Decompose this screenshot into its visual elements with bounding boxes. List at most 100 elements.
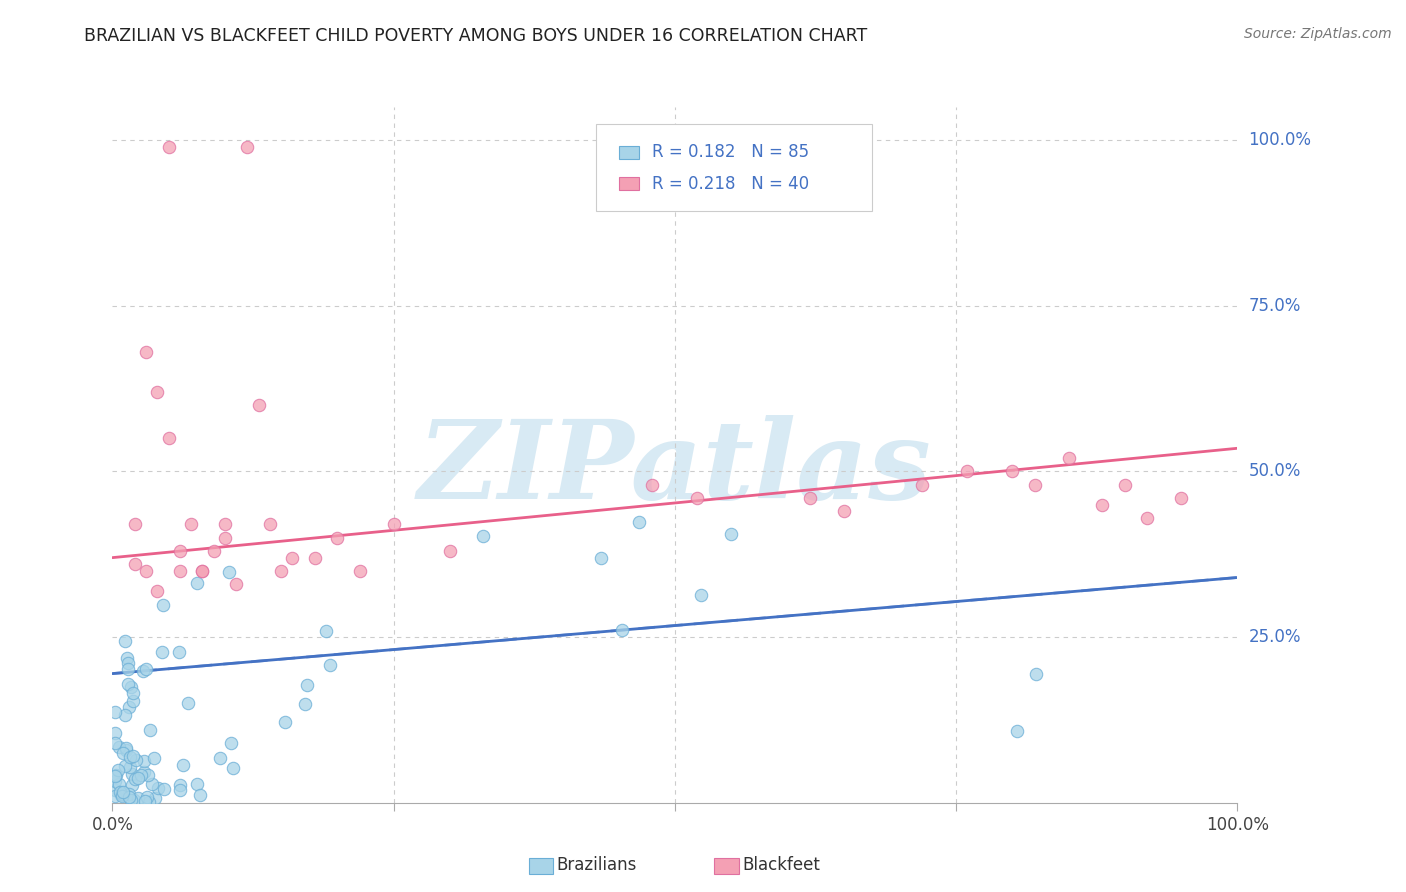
Brazilians xyxy=(114,634,136,648)
Brazilians xyxy=(131,664,153,678)
Text: R = 0.182   N = 85: R = 0.182 N = 85 xyxy=(652,144,810,161)
Brazilians xyxy=(315,624,337,639)
Brazilians xyxy=(108,785,131,799)
Brazilians xyxy=(129,768,152,782)
Brazilians xyxy=(112,747,135,761)
Brazilians xyxy=(104,774,127,789)
Brazilians xyxy=(121,766,143,780)
Brazilians xyxy=(111,787,134,801)
Blackfeet xyxy=(349,564,371,578)
Brazilians xyxy=(169,783,191,797)
Brazilians xyxy=(127,771,149,785)
Blackfeet xyxy=(191,564,214,578)
Brazilians xyxy=(104,705,127,719)
Blackfeet xyxy=(191,564,214,578)
Blackfeet xyxy=(439,544,461,558)
Blackfeet xyxy=(124,517,146,532)
Blackfeet xyxy=(382,517,405,532)
Brazilians xyxy=(169,778,191,792)
Blackfeet xyxy=(214,517,236,532)
Brazilians xyxy=(108,740,131,755)
Brazilians xyxy=(110,788,132,802)
Brazilians xyxy=(122,749,145,764)
Blackfeet xyxy=(135,564,157,578)
Brazilians xyxy=(294,697,316,711)
Blackfeet xyxy=(1170,491,1192,505)
Brazilians xyxy=(122,694,145,708)
Brazilians xyxy=(143,790,166,805)
Blackfeet xyxy=(169,564,191,578)
FancyBboxPatch shape xyxy=(596,124,872,211)
Brazilians xyxy=(148,780,170,795)
Brazilians xyxy=(114,741,136,756)
Brazilians xyxy=(117,676,139,690)
Brazilians xyxy=(589,550,612,565)
Brazilians xyxy=(134,765,156,780)
Text: Blackfeet: Blackfeet xyxy=(742,856,820,874)
Blackfeet xyxy=(157,140,180,154)
Text: ZIPatlas: ZIPatlas xyxy=(418,415,932,523)
Brazilians xyxy=(122,793,145,807)
Blackfeet xyxy=(799,491,821,505)
Blackfeet xyxy=(641,477,664,491)
Brazilians xyxy=(132,754,155,768)
Brazilians xyxy=(186,777,208,791)
Blackfeet xyxy=(1024,477,1046,491)
Blackfeet xyxy=(259,517,281,532)
Blackfeet xyxy=(281,550,304,565)
Brazilians xyxy=(138,795,160,809)
Brazilians xyxy=(1025,666,1047,681)
Brazilians xyxy=(152,598,174,612)
Brazilians xyxy=(319,658,342,673)
Brazilians xyxy=(104,736,127,750)
Text: 50.0%: 50.0% xyxy=(1249,462,1301,481)
Text: Source: ZipAtlas.com: Source: ZipAtlas.com xyxy=(1244,27,1392,41)
Blackfeet xyxy=(146,384,169,399)
Blackfeet xyxy=(1114,477,1136,491)
Brazilians xyxy=(208,751,231,765)
Brazilians xyxy=(141,777,163,791)
Brazilians xyxy=(177,696,200,710)
Brazilians xyxy=(690,588,713,602)
Brazilians xyxy=(107,763,129,777)
Brazilians xyxy=(222,760,245,774)
Text: 100.0%: 100.0% xyxy=(1249,131,1312,149)
Blackfeet xyxy=(146,583,169,598)
Brazilians xyxy=(118,750,141,764)
Brazilians xyxy=(104,768,127,782)
Brazilians xyxy=(120,793,142,807)
Brazilians xyxy=(105,768,128,782)
Brazilians xyxy=(172,758,194,772)
Blackfeet xyxy=(180,517,202,532)
Blackfeet xyxy=(326,531,349,545)
Brazilians xyxy=(104,726,127,740)
FancyBboxPatch shape xyxy=(619,178,638,190)
Blackfeet xyxy=(270,564,292,578)
Blackfeet xyxy=(956,465,979,479)
Blackfeet xyxy=(236,140,259,154)
Brazilians xyxy=(104,783,127,797)
Blackfeet xyxy=(124,558,146,572)
Blackfeet xyxy=(1001,465,1024,479)
Brazilians xyxy=(188,789,211,803)
Brazilians xyxy=(117,650,139,665)
Brazilians xyxy=(274,714,297,729)
FancyBboxPatch shape xyxy=(529,858,554,874)
Blackfeet xyxy=(1057,451,1080,466)
Brazilians xyxy=(115,742,138,756)
Blackfeet xyxy=(135,345,157,359)
Brazilians xyxy=(127,791,149,805)
Brazilians xyxy=(120,680,142,694)
Brazilians xyxy=(219,736,242,750)
Brazilians xyxy=(124,772,146,786)
Brazilians xyxy=(117,656,139,670)
Brazilians xyxy=(104,789,127,803)
Blackfeet xyxy=(686,491,709,505)
Brazilians xyxy=(139,723,162,737)
Brazilians xyxy=(114,707,136,722)
Brazilians xyxy=(120,760,142,774)
Brazilians xyxy=(110,789,132,804)
Brazilians xyxy=(1007,723,1029,738)
Brazilians xyxy=(610,623,633,637)
Brazilians xyxy=(114,759,136,773)
